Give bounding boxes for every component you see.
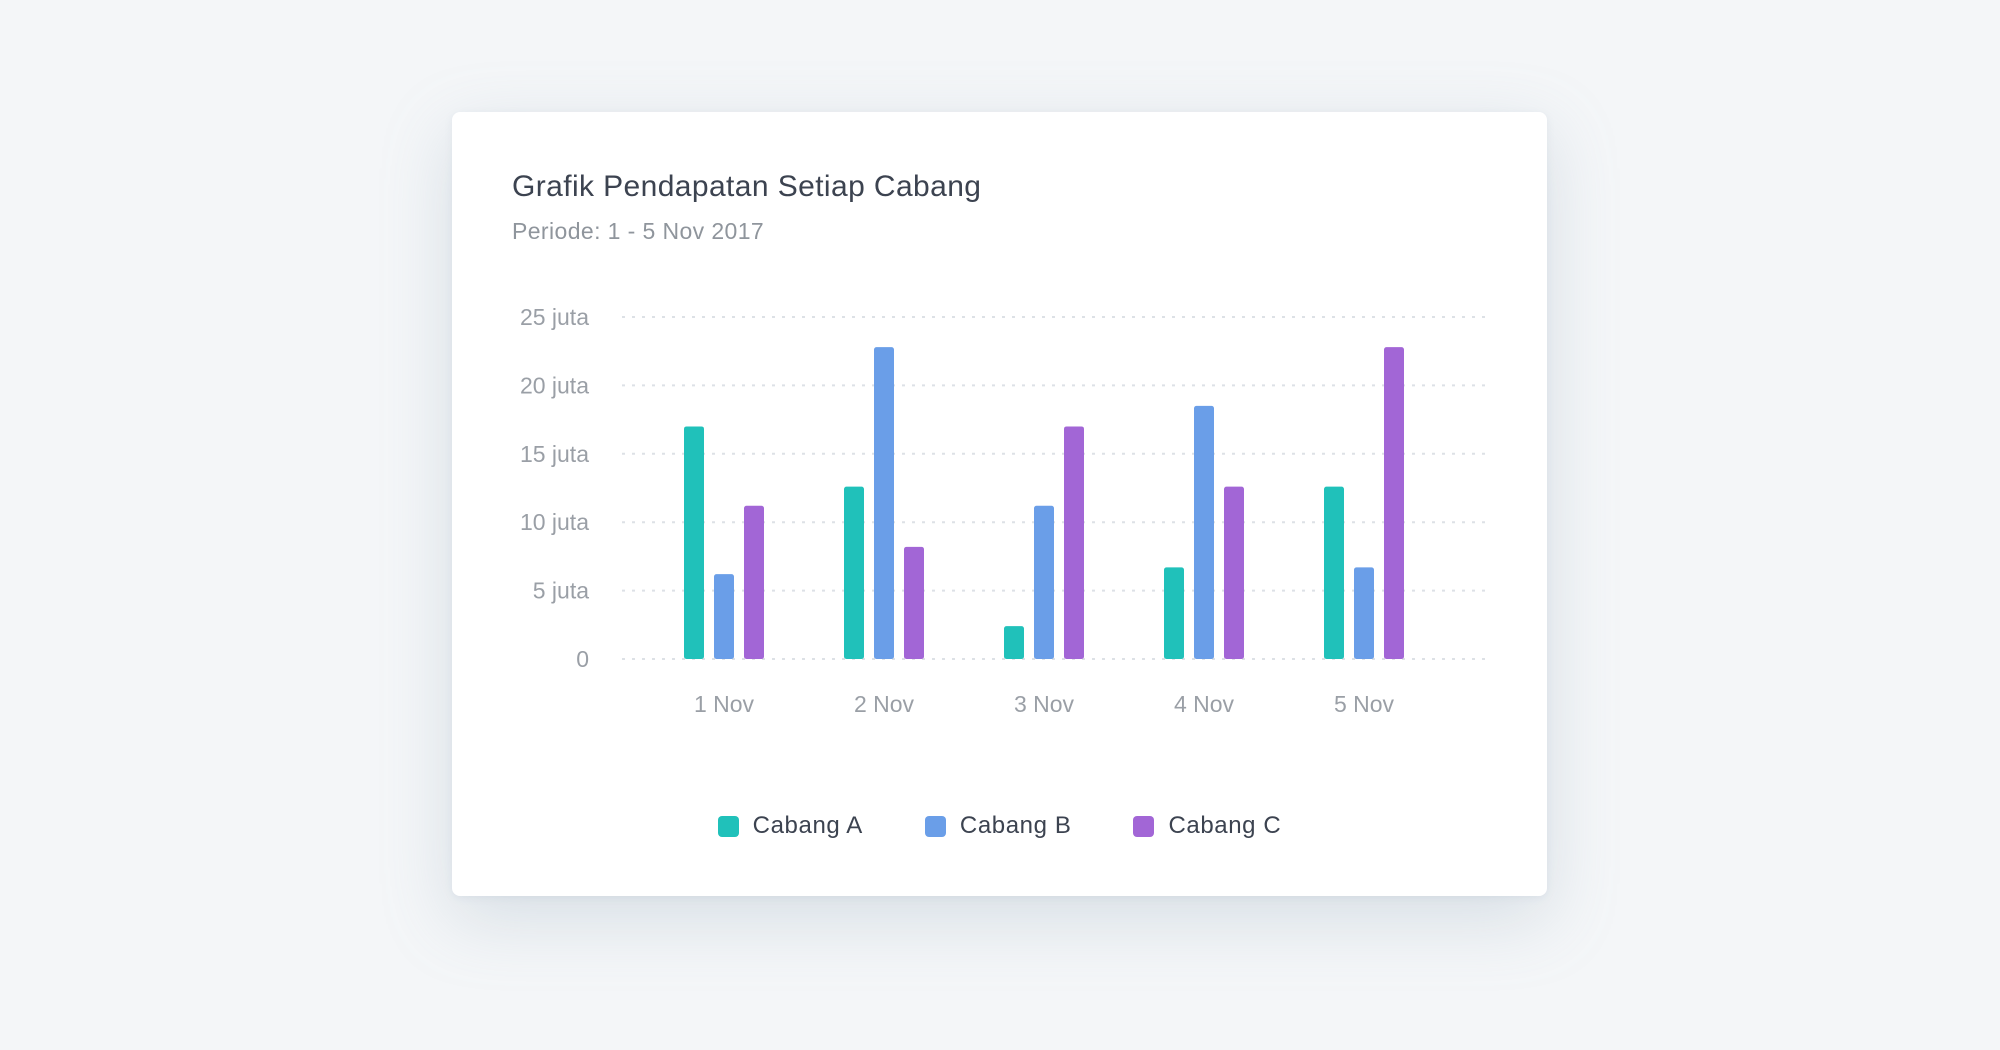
legend-item: Cabang B	[924, 812, 1072, 840]
y-tick-label: 25 juta	[520, 304, 589, 330]
bar-cabang-b-4	[1354, 567, 1374, 659]
bar-cabang-a-0	[684, 426, 704, 659]
legend-item: Cabang A	[717, 812, 863, 840]
bar-cabang-a-1	[844, 486, 864, 659]
bar-cabang-b-2	[1034, 505, 1054, 659]
bar-cabang-b-3	[1194, 405, 1214, 659]
bar-cabang-a-4	[1324, 486, 1344, 659]
x-tick-label: 5 Nov	[1334, 691, 1395, 717]
chart-subtitle: Periode: 1 - 5 Nov 2017	[512, 218, 765, 244]
chart-title: Grafik Pendapatan Setiap Cabang	[512, 170, 982, 203]
bar-cabang-c-3	[1224, 486, 1244, 659]
bar-cabang-c-0	[744, 505, 764, 659]
chart-card: Grafik Pendapatan Setiap Cabang Periode:…	[452, 112, 1547, 896]
x-tick-label: 1 Nov	[694, 691, 755, 717]
legend-item: Cabang C	[1133, 812, 1281, 840]
y-tick-label: 20 juta	[520, 372, 589, 398]
legend-swatch	[717, 815, 739, 837]
legend-label: Cabang A	[752, 812, 863, 839]
legend-label: Cabang C	[1168, 812, 1282, 839]
bar-cabang-a-2	[1004, 626, 1024, 659]
x-tick-label: 3 Nov	[1014, 691, 1075, 717]
y-tick-label: 15 juta	[520, 441, 589, 467]
legend-swatch	[1133, 815, 1155, 837]
chart-legend: Cabang A Cabang B Cabang C	[452, 812, 1547, 840]
y-tick-label: 0	[576, 646, 589, 672]
bar-cabang-b-0	[714, 574, 734, 659]
y-tick-label: 5 juta	[533, 578, 589, 604]
bar-cabang-a-3	[1164, 567, 1184, 659]
legend-swatch	[924, 815, 946, 837]
bar-cabang-c-2	[1064, 426, 1084, 659]
bar-cabang-c-4	[1384, 347, 1404, 659]
y-tick-label: 10 juta	[520, 509, 589, 535]
x-tick-label: 4 Nov	[1174, 691, 1235, 717]
x-tick-label: 2 Nov	[854, 691, 915, 717]
bar-chart: 0 5 juta 10 juta 15 juta 20 juta 25 juta 1 Nov…	[520, 304, 1492, 717]
bar-cabang-b-1	[874, 347, 894, 659]
bar-cabang-c-1	[904, 546, 924, 659]
legend-label: Cabang B	[959, 812, 1072, 839]
